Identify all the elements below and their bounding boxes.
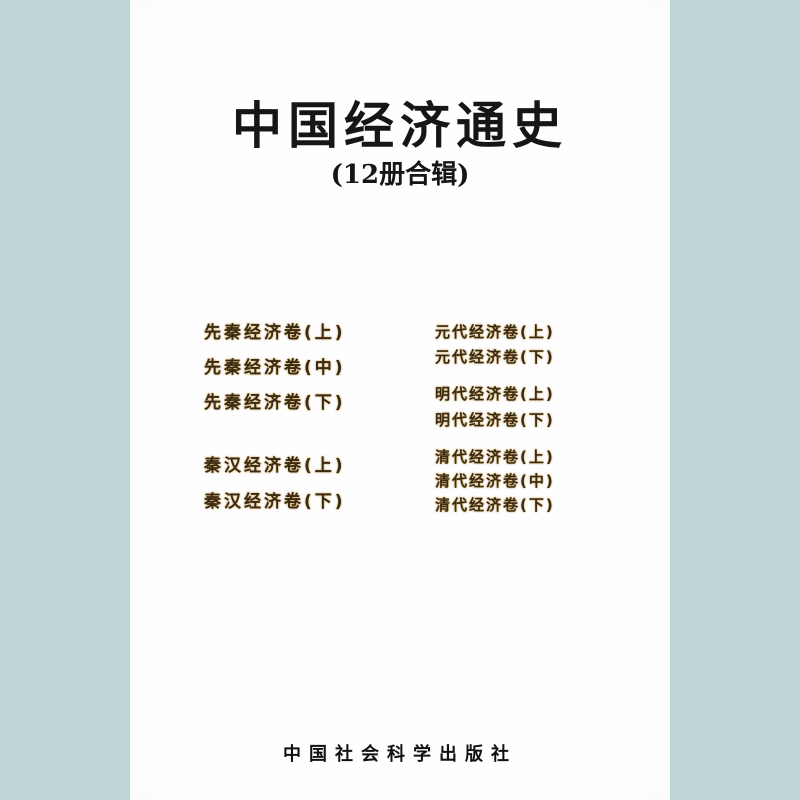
right-volume-3: 明代经济卷(上) (435, 385, 555, 403)
book-title: 中国经济通史 (232, 97, 568, 155)
right-volume-1: 元代经济卷(上) (435, 323, 555, 341)
right-volume-4: 明代经济卷(下) (435, 411, 555, 429)
right-volume-7: 清代经济卷(下) (435, 496, 555, 514)
right-volume-2: 元代经济卷(下) (435, 348, 555, 366)
right-volume-5: 清代经济卷(上) (435, 448, 555, 466)
right-volume-6: 清代经济卷(中) (435, 472, 555, 490)
book-subtitle: (12册合辑) (330, 160, 470, 190)
left-volume-5: 秦汉经济卷(下) (204, 492, 346, 512)
left-volume-2: 先秦经济卷(中) (204, 358, 346, 378)
publisher-name: 中国社会科学出版社 (283, 744, 517, 765)
left-volume-3: 先秦经济卷(下) (204, 393, 346, 413)
left-volume-4: 秦汉经济卷(上) (204, 456, 346, 476)
left-volume-1: 先秦经济卷(上) (204, 323, 346, 343)
book-cover: 中国经济通史 (12册合辑) 先秦经济卷(上) 先秦经济卷(中) 先秦经济卷(下… (130, 0, 670, 800)
